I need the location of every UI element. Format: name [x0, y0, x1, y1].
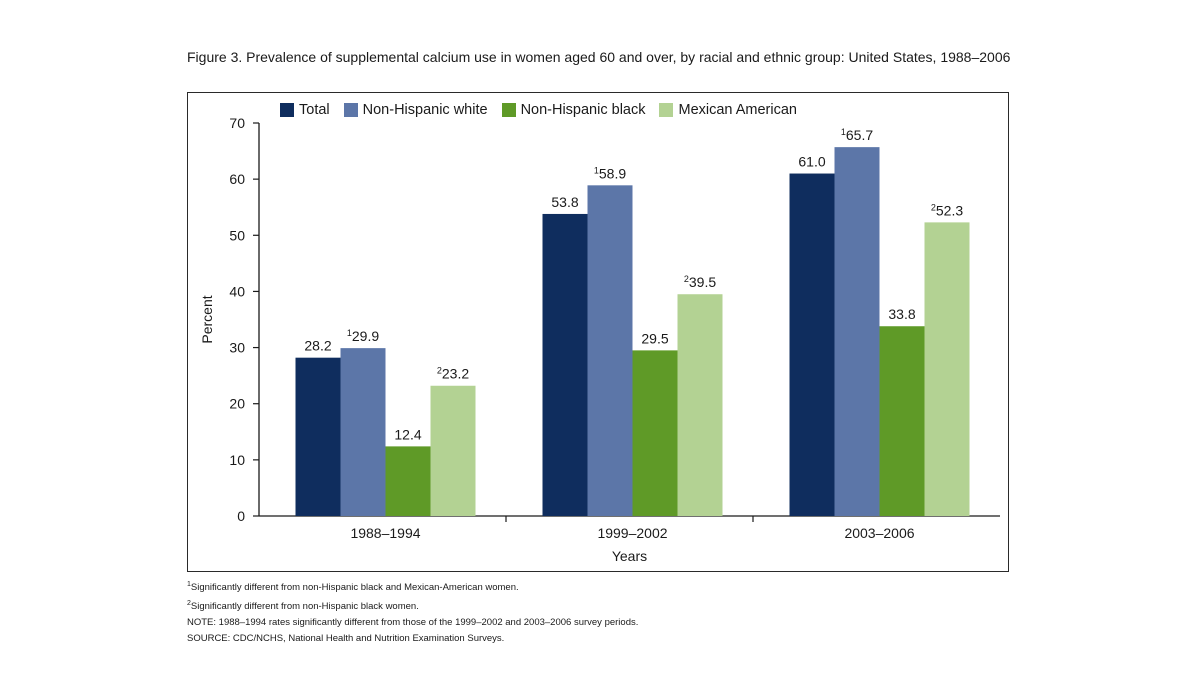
bar-total — [542, 213, 588, 517]
x-tick-label: 1999–2002 — [597, 525, 667, 541]
y-tick-label: 10 — [229, 452, 245, 468]
y-axis-label: Percent — [199, 295, 215, 343]
x-tick-label: 1988–1994 — [350, 525, 420, 541]
data-label-value: 23.2 — [442, 366, 469, 382]
data-label-value: 52.3 — [936, 202, 963, 218]
data-label: 239.5 — [684, 274, 716, 290]
y-tick-label: 0 — [237, 508, 245, 524]
bar-mexican-american — [430, 385, 476, 516]
data-label: 129.9 — [347, 328, 379, 344]
y-tick-label: 40 — [229, 283, 245, 299]
footnote-2: 2Significantly different from non-Hispan… — [187, 596, 1007, 615]
data-label: 29.5 — [641, 330, 668, 346]
chart-note: NOTE: 1988–1994 rates significantly diff… — [187, 617, 639, 629]
bar-non-hispanic-black — [385, 446, 431, 516]
bar-non-hispanic-black — [879, 326, 925, 516]
legend-swatch — [501, 103, 516, 117]
data-label: 33.8 — [888, 306, 915, 322]
footnote-1-marker: 1 — [187, 581, 191, 588]
legend-swatch — [280, 103, 294, 117]
data-label-superscript: 2 — [684, 274, 689, 284]
data-label-value: 58.9 — [599, 165, 626, 181]
x-axis-label: Years — [612, 548, 647, 564]
y-tick-label: 20 — [229, 396, 245, 412]
footnote-1: 1Significantly different from non-Hispan… — [187, 577, 1007, 596]
data-label: 252.3 — [931, 202, 963, 218]
y-tick-label: 30 — [229, 340, 245, 356]
legend-item-total: Total — [280, 102, 330, 118]
bar-non-hispanic-black — [632, 350, 678, 516]
y-tick-label: 60 — [229, 171, 245, 187]
data-label: 61.0 — [798, 154, 825, 170]
data-label-superscript: 1 — [347, 328, 352, 338]
legend-swatch — [343, 103, 358, 117]
figure-title: Figure 3. Prevalence of supplemental cal… — [187, 49, 1011, 65]
bar-total — [295, 357, 341, 516]
bar-non-hispanic-white — [834, 147, 880, 517]
legend-item-mexican-american: Mexican American — [659, 102, 797, 118]
bar-chart: 010203040506070Percent1988–199428.2129.9… — [199, 115, 1000, 564]
data-label-superscript: 1 — [594, 165, 599, 175]
y-tick-label: 70 — [229, 115, 245, 131]
bar-mexican-american — [677, 294, 723, 516]
footnote-2-text: Significantly different from non-Hispani… — [190, 601, 419, 613]
data-label-superscript: 1 — [841, 127, 846, 137]
footnote-1-text: Significantly different from non-Hispani… — [190, 582, 519, 594]
legend-label: Non-Hispanic white — [362, 102, 488, 118]
bar-total — [789, 173, 835, 516]
legend-label: Total — [299, 102, 330, 118]
legend: Total Non-Hispanic white Non-Hispanic blac… — [280, 102, 811, 118]
chart-frame: Total Non-Hispanic white Non-Hispanic blac… — [187, 92, 1009, 572]
bar-non-hispanic-white — [340, 348, 386, 516]
data-label-value: 29.9 — [352, 328, 379, 344]
data-label: 53.8 — [551, 194, 578, 210]
legend-item-non-hispanic-white: Non-Hispanic white — [343, 102, 488, 118]
data-label: 12.4 — [394, 426, 421, 442]
data-label: 158.9 — [594, 165, 626, 181]
legend-label: Non-Hispanic black — [520, 102, 646, 118]
bar-mexican-american — [924, 222, 970, 516]
y-tick-label: 50 — [229, 227, 245, 243]
data-label: 28.2 — [304, 338, 331, 354]
data-label: 165.7 — [841, 127, 873, 143]
data-label-superscript: 2 — [931, 202, 936, 212]
data-label-superscript: 2 — [437, 366, 442, 376]
legend-swatch — [659, 103, 674, 117]
footnotes: 1Significantly different from non-Hispan… — [187, 577, 1007, 647]
legend-item-non-hispanic-black: Non-Hispanic black — [501, 102, 646, 118]
chart-source: SOURCE: CDC/NCHS, National Health and Nu… — [187, 633, 505, 645]
footnote-2-marker: 2 — [187, 600, 191, 608]
legend-label: Mexican American — [678, 102, 797, 118]
bar-non-hispanic-white — [587, 185, 633, 516]
data-label-value: 65.7 — [846, 127, 873, 143]
data-label-value: 39.5 — [689, 274, 716, 290]
data-label: 223.2 — [437, 366, 469, 382]
x-tick-label: 2003–2006 — [844, 525, 914, 541]
